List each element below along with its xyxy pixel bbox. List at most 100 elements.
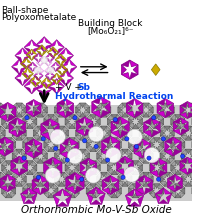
Polygon shape xyxy=(48,67,52,71)
Polygon shape xyxy=(169,126,174,131)
Polygon shape xyxy=(32,47,39,55)
Polygon shape xyxy=(107,146,113,152)
Polygon shape xyxy=(159,171,167,177)
Polygon shape xyxy=(143,149,149,154)
Polygon shape xyxy=(23,165,27,171)
Polygon shape xyxy=(196,193,200,198)
Polygon shape xyxy=(148,172,153,178)
Polygon shape xyxy=(136,188,144,195)
Polygon shape xyxy=(106,153,111,159)
Polygon shape xyxy=(101,182,107,186)
Polygon shape xyxy=(179,146,185,152)
Polygon shape xyxy=(44,192,49,198)
Polygon shape xyxy=(118,181,123,186)
Polygon shape xyxy=(16,159,22,163)
Polygon shape xyxy=(85,153,90,159)
Polygon shape xyxy=(190,161,195,170)
Polygon shape xyxy=(66,48,74,56)
Polygon shape xyxy=(37,37,44,44)
Polygon shape xyxy=(57,73,62,79)
Polygon shape xyxy=(179,115,185,120)
Polygon shape xyxy=(11,179,15,187)
Polygon shape xyxy=(192,138,197,143)
Polygon shape xyxy=(150,142,154,148)
Polygon shape xyxy=(31,192,37,198)
Polygon shape xyxy=(139,135,144,140)
Polygon shape xyxy=(6,161,12,165)
Polygon shape xyxy=(124,122,129,133)
Polygon shape xyxy=(53,192,58,198)
Polygon shape xyxy=(84,103,90,108)
Polygon shape xyxy=(6,124,12,129)
Polygon shape xyxy=(86,188,91,194)
Polygon shape xyxy=(65,111,74,118)
Polygon shape xyxy=(44,71,48,75)
Polygon shape xyxy=(143,172,149,177)
Polygon shape xyxy=(95,169,100,175)
Polygon shape xyxy=(37,112,43,117)
Polygon shape xyxy=(76,135,81,140)
Polygon shape xyxy=(192,192,197,198)
Polygon shape xyxy=(51,79,57,85)
Polygon shape xyxy=(11,161,16,170)
Polygon shape xyxy=(0,142,1,151)
Polygon shape xyxy=(48,63,52,67)
Polygon shape xyxy=(122,112,128,117)
Polygon shape xyxy=(88,171,97,177)
Polygon shape xyxy=(150,161,155,166)
Circle shape xyxy=(161,137,166,141)
Polygon shape xyxy=(63,135,69,140)
Polygon shape xyxy=(23,169,28,175)
Polygon shape xyxy=(125,169,133,175)
Polygon shape xyxy=(169,135,174,140)
Polygon shape xyxy=(58,70,66,78)
Polygon shape xyxy=(179,184,185,189)
Polygon shape xyxy=(0,126,1,131)
Circle shape xyxy=(181,154,185,158)
Polygon shape xyxy=(32,79,39,86)
Polygon shape xyxy=(2,169,7,175)
Polygon shape xyxy=(21,123,26,132)
Polygon shape xyxy=(37,149,43,154)
Polygon shape xyxy=(11,165,16,171)
Polygon shape xyxy=(76,172,81,178)
Polygon shape xyxy=(133,147,138,152)
Polygon shape xyxy=(133,124,138,129)
Polygon shape xyxy=(164,126,170,131)
Polygon shape xyxy=(87,187,96,194)
Polygon shape xyxy=(54,107,59,113)
Polygon shape xyxy=(59,149,64,154)
Polygon shape xyxy=(47,83,52,89)
Polygon shape xyxy=(38,58,43,63)
Polygon shape xyxy=(133,193,138,198)
Polygon shape xyxy=(69,138,75,142)
Polygon shape xyxy=(33,172,39,178)
Polygon shape xyxy=(44,146,49,152)
Polygon shape xyxy=(114,141,120,152)
Polygon shape xyxy=(148,130,153,136)
Polygon shape xyxy=(127,130,132,136)
Circle shape xyxy=(152,116,156,120)
Polygon shape xyxy=(90,161,96,165)
Polygon shape xyxy=(154,184,160,188)
Polygon shape xyxy=(86,142,91,148)
Polygon shape xyxy=(16,149,22,154)
Polygon shape xyxy=(150,119,154,125)
Polygon shape xyxy=(139,103,144,108)
Polygon shape xyxy=(2,138,7,143)
Polygon shape xyxy=(80,182,86,186)
Polygon shape xyxy=(144,130,152,137)
Polygon shape xyxy=(0,176,5,182)
Polygon shape xyxy=(21,103,26,108)
Polygon shape xyxy=(76,112,81,117)
Polygon shape xyxy=(69,67,77,74)
Polygon shape xyxy=(92,110,101,118)
Polygon shape xyxy=(90,170,96,175)
Polygon shape xyxy=(58,56,66,63)
Polygon shape xyxy=(130,73,138,79)
Polygon shape xyxy=(65,123,70,129)
Polygon shape xyxy=(66,172,75,180)
Polygon shape xyxy=(95,115,100,120)
Polygon shape xyxy=(127,107,132,113)
Polygon shape xyxy=(66,186,75,194)
